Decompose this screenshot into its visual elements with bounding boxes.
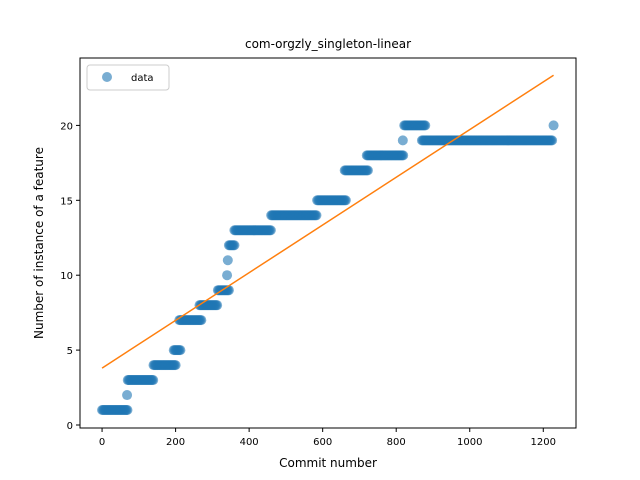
data-point <box>170 360 181 371</box>
y-axis: 0 5 10 15 20 <box>60 121 80 432</box>
x-axis-title: Commit number <box>279 456 377 470</box>
x-tick-label: 800 <box>387 437 406 448</box>
data-point <box>420 120 431 131</box>
data-point <box>265 225 276 236</box>
data-points <box>97 120 559 416</box>
data-point <box>222 270 233 281</box>
data-point <box>362 165 373 176</box>
data-point <box>222 255 233 266</box>
data-point <box>398 150 409 161</box>
data-point <box>397 135 408 146</box>
data-point <box>175 345 186 356</box>
x-tick-label: 200 <box>166 437 185 448</box>
fit-line <box>101 74 554 369</box>
legend-label: data <box>131 73 154 84</box>
y-tick-label: 10 <box>60 271 73 282</box>
x-axis: 0 200 400 600 800 1000 1200 <box>99 428 556 448</box>
data-point <box>311 210 322 221</box>
legend-marker <box>102 72 112 82</box>
y-tick-label: 0 <box>67 421 73 432</box>
x-tick-label: 400 <box>240 437 259 448</box>
legend-box <box>86 64 170 91</box>
y-tick-label: 15 <box>60 196 73 207</box>
data-point <box>340 195 351 206</box>
y-tick-label: 5 <box>67 346 73 357</box>
data-point <box>196 315 207 326</box>
data-point <box>148 375 159 386</box>
legend: data <box>86 64 170 91</box>
plot-frame <box>79 57 577 429</box>
y-tick-label: 20 <box>60 121 73 132</box>
x-tick-label: 0 <box>99 437 105 448</box>
x-tick-label: 1200 <box>531 437 556 448</box>
data-point <box>122 405 133 416</box>
data-point <box>548 120 559 131</box>
plot-area <box>97 74 559 416</box>
x-tick-label: 1000 <box>457 437 482 448</box>
y-axis-title: Number of instance of a feature <box>32 147 46 339</box>
data-point <box>229 240 240 251</box>
data-point <box>547 135 558 146</box>
data-point <box>212 300 223 311</box>
x-tick-label: 600 <box>313 437 332 448</box>
chart-title: com-orgzly_singleton-linear <box>245 37 411 51</box>
data-point <box>122 390 133 401</box>
